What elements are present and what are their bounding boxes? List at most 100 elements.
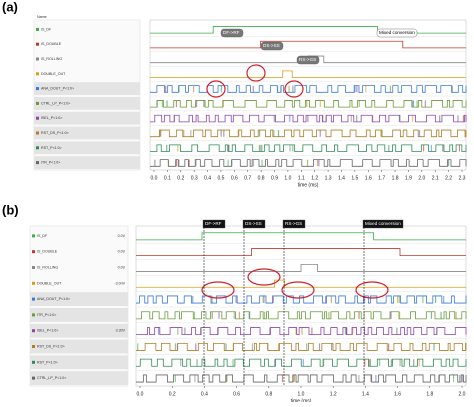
highlight [281,281,315,299]
pulse [225,343,227,351]
pulse [388,144,390,152]
pulse [258,144,261,152]
pulse [358,374,360,383]
signal-reading: 0.0V [118,234,126,238]
pulse [220,85,222,93]
signal-swatch [32,297,35,301]
pulse [451,85,454,93]
pulse [412,115,414,122]
x-tick-label: 2.3 [459,175,466,181]
waveform [150,159,467,167]
pulse [307,115,309,122]
list-row-bg [34,156,140,169]
pulse [262,295,264,304]
list-row-bg [30,308,128,322]
pulse [369,359,372,367]
pulse [292,85,294,93]
pulse [160,130,162,137]
x-tick-label: 1.1 [298,175,305,181]
waveform [150,85,467,93]
signal-swatch [32,250,35,254]
signal-name: IS_DF [41,27,52,31]
x-axis-label: time (ms) [291,398,312,402]
pulse [196,359,198,367]
annotation: RS->GS [299,57,316,62]
x-tick-label: 0.3 [191,175,198,181]
pulse [269,327,271,335]
pulse [364,359,366,367]
pulse [233,311,235,319]
signal-name: RST_DS_P<1:0> [41,131,69,135]
pulse [379,359,381,367]
pulse [433,343,435,351]
pulse [459,374,461,383]
annotation: DF->RF [205,221,222,226]
pulse [238,130,240,137]
pulse [462,374,464,383]
x-tick-label: 0.1 [164,175,171,181]
pulse [195,343,197,351]
pulse [227,159,229,167]
signal-swatch [36,161,39,165]
pulse [177,327,179,335]
highlight [284,80,304,98]
pulse [232,359,234,367]
pulse [452,374,455,383]
pulse [174,374,176,383]
highlight [246,64,266,82]
pulse [227,144,229,152]
signal-reading: 3.30V [116,329,126,333]
pulse [295,327,297,335]
pulse [439,115,441,122]
pulse [462,115,465,122]
signal-swatch [36,101,39,105]
highlight [247,268,281,286]
pulse [222,100,224,108]
pulse [194,374,196,383]
x-tick-label: 0.4 [204,175,211,181]
waveform [150,70,466,78]
x-tick-label: 0.7 [244,175,251,181]
pulse [211,295,213,304]
pulse [455,311,457,319]
x-tick-label: 0.4 [201,391,208,397]
pulse [322,115,324,122]
waveform [136,374,467,383]
pulse [195,159,197,167]
annotation: DS->SS [263,43,280,48]
pulse [375,374,377,383]
signal-swatch [36,72,39,76]
pulse [281,374,284,383]
x-tick-label: 1.2 [330,391,337,397]
signal-name: CTRL_LP_P<1:0> [41,101,70,105]
pulse [370,374,372,383]
signal-name: IS_DOUBLE [37,250,58,254]
pulse [175,100,178,108]
pulse [203,100,205,108]
annotation: DF->RF [223,30,240,35]
pulse [174,343,177,351]
pulse [380,130,382,137]
pulse [200,327,202,335]
pulse [228,144,230,152]
pulse [154,159,156,167]
pulse [272,295,274,304]
x-tick-label: 1.8 [392,175,399,181]
pulse [398,295,400,304]
x-tick-label: 1.0 [298,391,305,397]
signal-swatch [32,234,35,238]
pulse [418,359,420,367]
pulse [166,100,168,108]
highlight [355,281,389,299]
pulse [331,343,333,351]
pulse [184,327,186,335]
pulse [292,374,295,383]
signal-name: IS_DOUBLE [41,42,62,46]
pulse [190,130,192,137]
x-tick-label: 2.0 [459,391,466,397]
pulse [319,130,321,137]
pulse [235,295,237,304]
waveform [136,327,467,336]
pulse [288,85,290,93]
